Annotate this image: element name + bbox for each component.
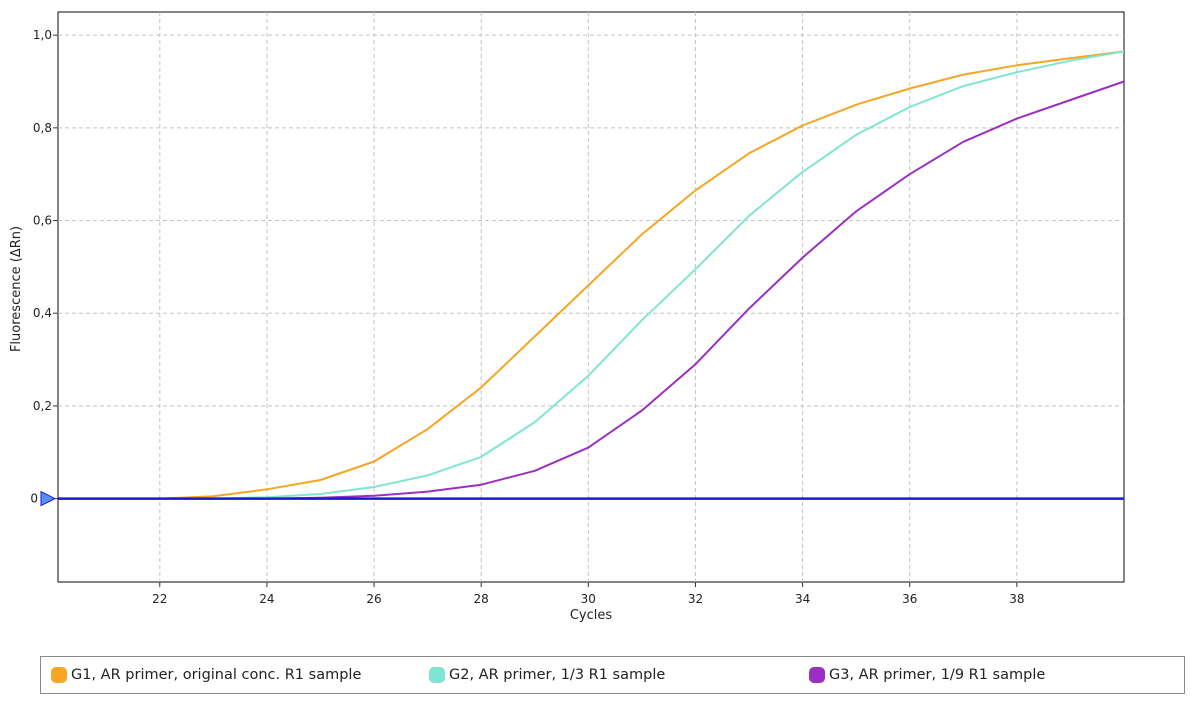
x-tick-label: 30 [581,592,596,606]
threshold-handle [40,490,57,507]
x-tick-label: 32 [688,592,703,606]
legend-swatch-g3 [809,667,825,683]
x-tick-label: 22 [152,592,167,606]
y-tick-label: 1,0 [33,28,52,42]
x-tick-label: 26 [366,592,381,606]
x-tick-label: 36 [902,592,917,606]
legend-item-g1[interactable]: G1, AR primer, original conc. R1 sample [51,657,361,693]
x-tick-label: 24 [259,592,274,606]
y-tick-label: 0,4 [33,306,52,320]
legend-swatch-g2 [429,667,445,683]
legend-label-g1: G1, AR primer, original conc. R1 sample [71,667,362,683]
y-tick-label: 0,6 [33,214,52,228]
y-tick-label: 0,2 [33,399,52,413]
amplification-chart: 22 24 26 28 30 32 34 36 38 0 0,2 0,4 0,6 0,8 1,0 Cycles… [9,11,1125,623]
legend-item-g2[interactable]: G2, AR primer, 1/3 R1 sample [429,657,665,693]
y-tick-label: 0 [30,492,38,506]
legend-label-g2: G2, AR primer, 1/3 R1 sample [449,667,666,683]
legend: G1, AR primer, original conc. R1 sample … [40,656,1185,694]
chart-svg: 22 24 26 28 30 32 34 36 38 0 0,2 0,4 0,6 0,8 1,0 Cycles… [9,11,1125,623]
x-axis-label: Cycles [570,608,613,623]
legend-swatch-g1 [51,667,67,683]
x-tick-label: 38 [1009,592,1024,606]
x-tick-label: 28 [474,592,489,606]
legend-item-g3[interactable]: G3, AR primer, 1/9 R1 sample [809,657,1045,693]
x-tick-label: 34 [795,592,810,606]
legend-label-g3: G3, AR primer, 1/9 R1 sample [829,667,1046,683]
y-tick-label: 0,8 [33,121,52,135]
y-axis-label: Fluorescence (ΔRn) [9,226,24,352]
plot-area [57,11,1125,583]
series-line-g1 [58,50,1125,500]
